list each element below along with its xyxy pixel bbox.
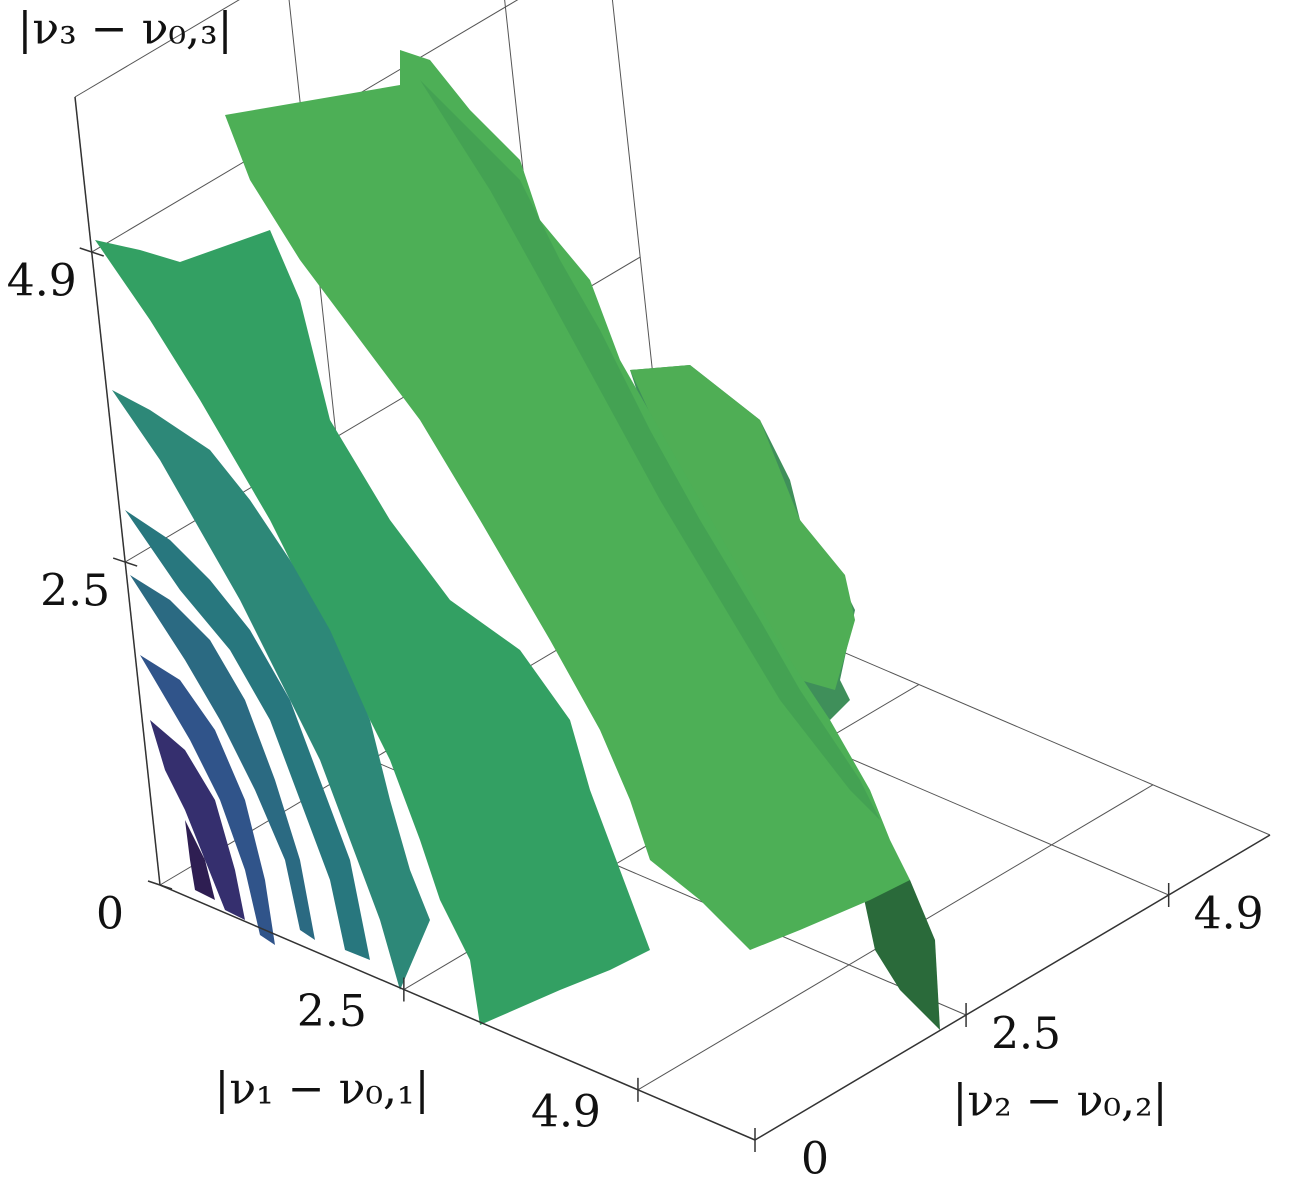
tick-mark [112, 557, 138, 567]
x-tick-label: 2.5 [297, 986, 367, 1037]
z-tick-label: 2.5 [40, 566, 110, 617]
surface [420, 80, 880, 820]
y-axis-label: |ν₂ − ν₀,₂| [953, 1076, 1168, 1127]
isosurfaces [95, 50, 940, 1030]
surface [125, 510, 370, 960]
box-edge [74, 0, 240, 98]
surface [860, 880, 940, 1030]
surface [95, 230, 650, 1025]
z-axis-label: |ν₃ − ν₀,₃| [18, 4, 233, 55]
surface [112, 390, 430, 990]
z-tick-label: 0 [96, 889, 124, 940]
tick-mark [79, 247, 104, 257]
y-tick-label: 0 [801, 1134, 829, 1185]
surface [630, 365, 855, 690]
y-tick-label: 4.9 [1194, 889, 1264, 940]
x-tick-label: 4.9 [531, 1086, 601, 1137]
axes [74, 96, 1271, 1152]
x-axis [159, 884, 756, 1141]
y-tick-label: 2.5 [991, 1009, 1061, 1060]
x-axis-label: |ν₁ − ν₀,₁| [215, 1064, 430, 1115]
y-axis [754, 834, 1271, 1141]
surface [225, 50, 910, 950]
z-tick-label: 4.9 [7, 256, 77, 307]
z-axis [74, 96, 161, 886]
surface [130, 575, 315, 940]
tick-mark [147, 880, 173, 890]
surface [185, 820, 215, 900]
surface [140, 655, 275, 945]
surface [150, 720, 245, 920]
